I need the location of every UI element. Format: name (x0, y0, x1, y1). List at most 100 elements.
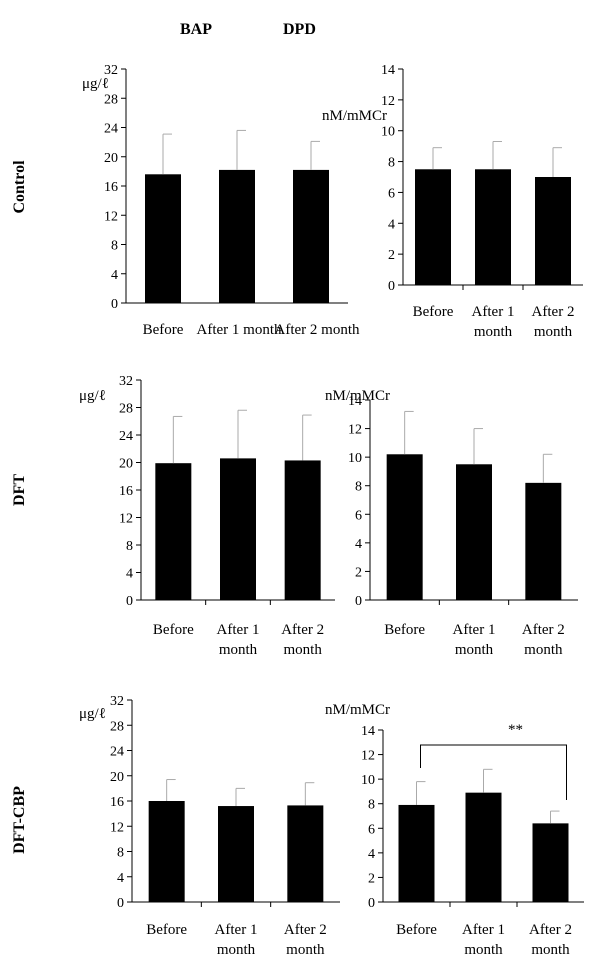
x-category-label: month (455, 642, 494, 658)
y-tick-label: 28 (110, 719, 124, 734)
x-category-label: Before (146, 922, 187, 938)
significance-bracket (420, 744, 567, 800)
y-tick-label: 12 (104, 209, 118, 224)
x-category-label: month (534, 324, 573, 340)
x-category-label: After 1 month (197, 322, 282, 338)
unit-label: nM/mMCr (325, 702, 390, 718)
y-tick-label: 12 (119, 512, 133, 527)
header-dpd: DPD (283, 21, 316, 38)
y-tick-label: 24 (110, 745, 124, 760)
bar (465, 792, 502, 902)
y-tick-label: 8 (117, 846, 124, 861)
chart-control-bap: μg/ℓ Control 0 4 8 12 16 20 24 28 32 Before After 1 … (11, 63, 360, 338)
chart-control-dpd: nM/mMCr 0 2 4 6 8 10 12 14 Before After 1 month Afte… (322, 63, 583, 340)
bar (148, 801, 185, 902)
y-tick-label: 4 (355, 537, 362, 552)
x-category-label: Before (396, 922, 437, 938)
bar (532, 823, 569, 902)
bar (398, 804, 435, 902)
header-bap: BAP (180, 21, 212, 38)
x-category-label: month (474, 324, 513, 340)
y-tick-label: 12 (381, 94, 395, 109)
unit-label: nM/mMCr (325, 388, 390, 404)
x-category-label: month (219, 642, 258, 658)
y-tick-label: 4 (388, 217, 395, 232)
y-tick-label: 24 (119, 429, 133, 444)
unit-label: μg/ℓ (79, 388, 106, 404)
y-tick-label: 14 (348, 394, 362, 409)
chart-dft-bap: μg/ℓ DFT 0 4 8 12 16 20 24 28 32 Before After 1 month… (11, 374, 335, 658)
x-category-label: month (217, 942, 256, 958)
y-tick-label: 24 (104, 122, 118, 137)
bar (284, 460, 321, 600)
y-tick-label: 4 (368, 847, 375, 862)
y-tick-label: 20 (104, 151, 118, 166)
y-tick-label: 8 (388, 156, 395, 171)
unit-label: μg/ℓ (82, 76, 109, 92)
x-category-label: month (464, 942, 503, 958)
bar (220, 458, 256, 600)
y-tick-label: 12 (110, 820, 124, 835)
y-tick-label: 20 (110, 770, 124, 785)
y-tick-label: 4 (111, 268, 118, 283)
unit-label: μg/ℓ (79, 706, 106, 722)
x-category-label: After 1 (453, 622, 496, 638)
x-category-label: Before (384, 622, 425, 638)
y-tick-label: 0 (117, 896, 124, 911)
x-category-label: Before (143, 322, 184, 338)
y-tick-label: 28 (104, 92, 118, 107)
bar (386, 454, 423, 600)
x-category-label: After 1 (217, 622, 260, 638)
y-tick-label: 6 (368, 822, 375, 837)
bar (293, 169, 329, 303)
x-category-label: month (524, 642, 563, 658)
y-tick-label: 32 (104, 63, 118, 78)
x-category-label: After 2 (281, 622, 324, 638)
y-tick-label: 32 (119, 374, 133, 389)
x-category-label: month (531, 942, 570, 958)
x-category-label: After 2 (532, 304, 575, 320)
x-category-label: After 2 month (275, 322, 360, 338)
y-tick-label: 2 (388, 248, 395, 263)
y-tick-label: 4 (126, 567, 133, 582)
y-tick-label: 4 (117, 871, 124, 886)
y-tick-label: 0 (355, 594, 362, 609)
y-tick-label: 8 (355, 480, 362, 495)
unit-label: nM/mMCr (322, 108, 387, 124)
y-tick-label: 0 (111, 297, 118, 312)
y-tick-label: 6 (388, 186, 395, 201)
y-tick-label: 10 (348, 451, 362, 466)
chart-dftcbp-bap: μg/ℓ DFT-CBP 0 4 8 12 16 20 24 28 32 Before After 1 m… (11, 694, 340, 958)
y-tick-label: 12 (348, 423, 362, 438)
y-tick-label: 6 (355, 508, 362, 523)
bar (219, 169, 255, 303)
y-tick-label: 32 (110, 694, 124, 709)
chart-dftcbp-dpd: nM/mMCr 0 2 4 6 8 10 12 14 Before After 1 month Afte… (325, 702, 584, 958)
row-label: DFT-CBP (11, 786, 28, 854)
row-label: DFT (11, 474, 28, 506)
bar (155, 463, 192, 600)
x-category-label: Before (153, 622, 194, 638)
y-tick-label: 10 (361, 773, 375, 788)
y-tick-label: 16 (104, 180, 118, 195)
y-tick-label: 14 (361, 724, 375, 739)
x-category-label: After 1 (462, 922, 505, 938)
bar (456, 464, 492, 600)
x-category-label: After 2 (284, 922, 327, 938)
bar (415, 169, 451, 285)
x-category-label: month (286, 942, 325, 958)
y-tick-label: 20 (119, 457, 133, 472)
significance-label: ** (508, 722, 523, 738)
x-category-label: Before (413, 304, 454, 320)
x-category-label: month (283, 642, 322, 658)
y-tick-label: 12 (361, 749, 375, 764)
y-tick-label: 8 (111, 239, 118, 254)
y-tick-label: 16 (110, 795, 124, 810)
row-label: Control (11, 160, 28, 214)
x-category-label: After 1 (472, 304, 515, 320)
bar (525, 482, 562, 600)
bar (475, 169, 511, 285)
x-category-label: After 1 (215, 922, 258, 938)
y-tick-label: 0 (388, 279, 395, 294)
